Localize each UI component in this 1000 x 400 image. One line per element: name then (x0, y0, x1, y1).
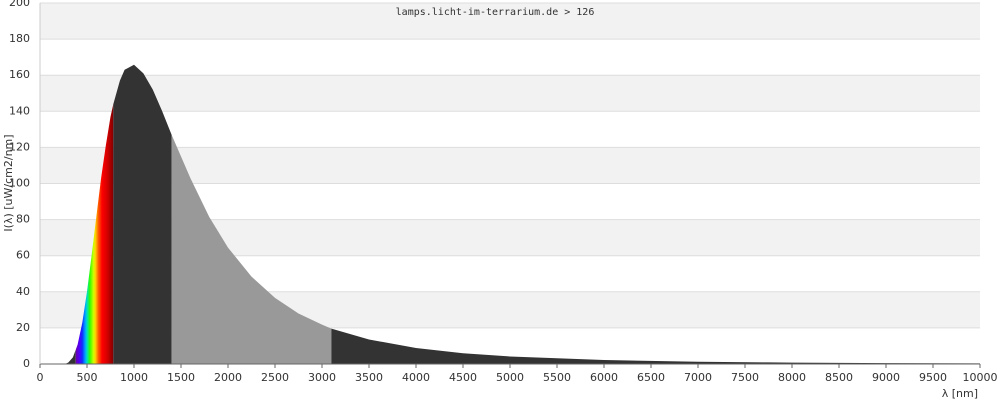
x-tick-label: 1000 (120, 371, 148, 384)
x-tick-label: 4500 (449, 371, 477, 384)
x-axis-label: λ [nm] (942, 387, 978, 400)
y-tick-label: 180 (9, 32, 30, 45)
x-tick-label: 4000 (402, 371, 430, 384)
chart-title: lamps.licht-im-terrarium.de > 126 (396, 7, 595, 18)
x-tick-label: 2500 (261, 371, 289, 384)
y-tick-label: 0 (23, 357, 30, 370)
x-tick-label: 10000 (963, 371, 998, 384)
x-tick-label: 9000 (872, 371, 900, 384)
y-tick-label: 120 (9, 140, 30, 153)
x-tick-label: 6000 (590, 371, 618, 384)
y-tick-label: 140 (9, 104, 30, 117)
grid-band (40, 147, 980, 184)
spectrum-area (113, 64, 172, 364)
y-tick-label: 80 (16, 213, 30, 226)
grid-band (40, 75, 980, 112)
y-tick-label: 60 (16, 249, 30, 262)
spectrum-area (171, 134, 332, 364)
x-tick-label: 6500 (637, 371, 665, 384)
x-tick-label: 5500 (543, 371, 571, 384)
x-tick-label: 5000 (496, 371, 524, 384)
x-tick-label: 3500 (355, 371, 383, 384)
y-tick-label: 160 (9, 68, 30, 81)
y-tick-label: 100 (9, 177, 30, 190)
x-tick-label: 1500 (167, 371, 195, 384)
y-tick-label: 40 (16, 285, 30, 298)
x-tick-label: 500 (77, 371, 98, 384)
y-axis-label: I(λ) [uW/cm2/nm] (2, 134, 15, 231)
spectrum-area (331, 328, 980, 364)
x-tick-label: 3000 (308, 371, 336, 384)
grid-band (40, 39, 980, 76)
x-tick-label: 7500 (731, 371, 759, 384)
x-tick-label: 7000 (684, 371, 712, 384)
grid-band (40, 3, 980, 40)
x-tick-label: 2000 (214, 371, 242, 384)
y-tick-label: 20 (16, 321, 30, 334)
x-tick-label: 8000 (778, 371, 806, 384)
spectrum-area (66, 349, 76, 364)
x-tick-label: 9500 (919, 371, 947, 384)
spectrum-area (75, 104, 114, 364)
x-tick-label: 0 (37, 371, 44, 384)
x-tick-label: 8500 (825, 371, 853, 384)
plot-marks (66, 64, 980, 364)
grid-band (40, 111, 980, 148)
y-tick-label: 200 (9, 0, 30, 9)
